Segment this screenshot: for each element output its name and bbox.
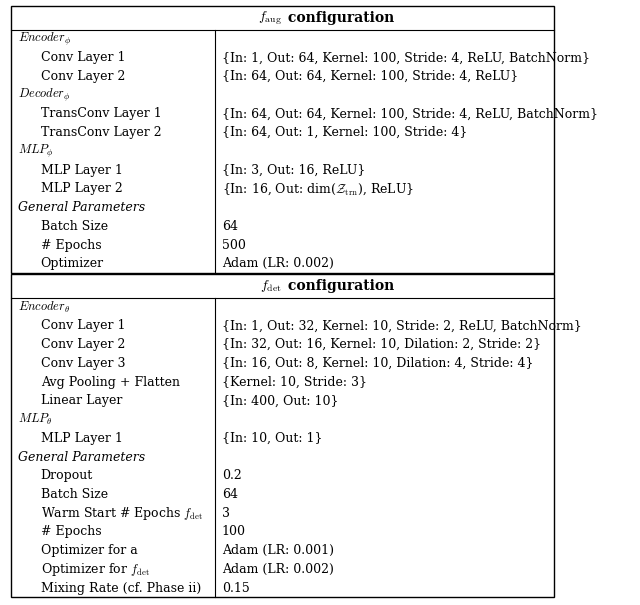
Text: {In: 1, Out: 32, Kernel: 10, Stride: 2, ReLU, BatchNorm}: {In: 1, Out: 32, Kernel: 10, Stride: 2, … bbox=[221, 319, 582, 332]
Text: Conv Layer 3: Conv Layer 3 bbox=[41, 357, 125, 370]
Text: configuration: configuration bbox=[283, 11, 394, 25]
Text: 100: 100 bbox=[221, 525, 246, 538]
Text: {In: 64, Out: 1, Kernel: 100, Stride: 4}: {In: 64, Out: 1, Kernel: 100, Stride: 4} bbox=[221, 126, 467, 139]
Text: $Decoder_{\phi}$: $Decoder_{\phi}$ bbox=[18, 87, 70, 104]
Text: Dropout: Dropout bbox=[41, 469, 93, 482]
Text: Warm Start # Epochs $f_{\mathrm{det}}$: Warm Start # Epochs $f_{\mathrm{det}}$ bbox=[41, 505, 203, 522]
Text: TransConv Layer 1: TransConv Layer 1 bbox=[41, 108, 161, 120]
Text: General Parameters: General Parameters bbox=[18, 201, 145, 214]
Text: # Epochs: # Epochs bbox=[41, 238, 101, 252]
Text: {In: 400, Out: 10}: {In: 400, Out: 10} bbox=[221, 394, 338, 407]
Text: $MLP_{\phi}$: $MLP_{\phi}$ bbox=[18, 143, 54, 160]
Text: {Kernel: 10, Stride: 3}: {Kernel: 10, Stride: 3} bbox=[221, 376, 367, 388]
Text: 500: 500 bbox=[221, 238, 246, 252]
Text: Conv Layer 2: Conv Layer 2 bbox=[41, 338, 125, 351]
Text: 3: 3 bbox=[221, 507, 230, 520]
Text: MLP Layer 1: MLP Layer 1 bbox=[41, 164, 123, 177]
Text: $f_{\mathrm{aug}}$: $f_{\mathrm{aug}}$ bbox=[258, 9, 283, 27]
Text: 64: 64 bbox=[221, 220, 237, 233]
Text: MLP Layer 1: MLP Layer 1 bbox=[41, 432, 123, 445]
Text: Optimizer for $f_{\mathrm{det}}$: Optimizer for $f_{\mathrm{det}}$ bbox=[41, 561, 150, 578]
Text: {In: 32, Out: 16, Kernel: 10, Dilation: 2, Stride: 2}: {In: 32, Out: 16, Kernel: 10, Dilation: … bbox=[221, 338, 541, 351]
Text: $MLP_{\theta}$: $MLP_{\theta}$ bbox=[18, 412, 52, 427]
Text: Optimizer: Optimizer bbox=[41, 257, 104, 270]
Text: $Encoder_{\phi}$: $Encoder_{\phi}$ bbox=[18, 31, 71, 48]
Text: Batch Size: Batch Size bbox=[41, 220, 108, 233]
Text: TransConv Layer 2: TransConv Layer 2 bbox=[41, 126, 161, 139]
Bar bbox=[12, 6, 554, 273]
Text: 0.15: 0.15 bbox=[221, 581, 250, 595]
Text: Conv Layer 1: Conv Layer 1 bbox=[41, 319, 125, 332]
Text: # Epochs: # Epochs bbox=[41, 525, 101, 538]
Text: {In: 16, Out: 8, Kernel: 10, Dilation: 4, Stride: 4}: {In: 16, Out: 8, Kernel: 10, Dilation: 4… bbox=[221, 357, 533, 370]
Text: Avg Pooling + Flatten: Avg Pooling + Flatten bbox=[41, 376, 180, 388]
Text: Linear Layer: Linear Layer bbox=[41, 394, 122, 407]
Text: {In: 64, Out: 64, Kernel: 100, Stride: 4, ReLU}: {In: 64, Out: 64, Kernel: 100, Stride: 4… bbox=[221, 70, 518, 83]
Text: Conv Layer 2: Conv Layer 2 bbox=[41, 70, 125, 83]
Text: {In: 16, Out: dim($\mathcal{Z}_{\mathrm{trn}}$), ReLU}: {In: 16, Out: dim($\mathcal{Z}_{\mathrm{… bbox=[221, 181, 414, 197]
Text: Batch Size: Batch Size bbox=[41, 488, 108, 501]
Text: MLP Layer 2: MLP Layer 2 bbox=[41, 182, 122, 195]
Text: {In: 3, Out: 16, ReLU}: {In: 3, Out: 16, ReLU} bbox=[221, 164, 365, 177]
Text: General Parameters: General Parameters bbox=[18, 451, 145, 463]
Text: $Encoder_{\theta}$: $Encoder_{\theta}$ bbox=[18, 299, 70, 315]
Text: Adam (LR: 0.002): Adam (LR: 0.002) bbox=[221, 563, 333, 576]
Text: configuration: configuration bbox=[283, 279, 394, 293]
Bar bbox=[12, 274, 554, 598]
Text: Adam (LR: 0.001): Adam (LR: 0.001) bbox=[221, 544, 333, 557]
Text: $f_{\mathrm{det}}$: $f_{\mathrm{det}}$ bbox=[260, 278, 283, 294]
Text: {In: 10, Out: 1}: {In: 10, Out: 1} bbox=[221, 432, 322, 445]
Text: {In: 1, Out: 64, Kernel: 100, Stride: 4, ReLU, BatchNorm}: {In: 1, Out: 64, Kernel: 100, Stride: 4,… bbox=[221, 51, 589, 64]
Text: {In: 64, Out: 64, Kernel: 100, Stride: 4, ReLU, BatchNorm}: {In: 64, Out: 64, Kernel: 100, Stride: 4… bbox=[221, 108, 598, 120]
Text: Optimizer for a: Optimizer for a bbox=[41, 544, 138, 557]
Text: Mixing Rate (cf. Phase ii): Mixing Rate (cf. Phase ii) bbox=[41, 581, 201, 595]
Text: Adam (LR: 0.002): Adam (LR: 0.002) bbox=[221, 257, 333, 270]
Text: 0.2: 0.2 bbox=[221, 469, 241, 482]
Text: 64: 64 bbox=[221, 488, 237, 501]
Text: Conv Layer 1: Conv Layer 1 bbox=[41, 51, 125, 64]
